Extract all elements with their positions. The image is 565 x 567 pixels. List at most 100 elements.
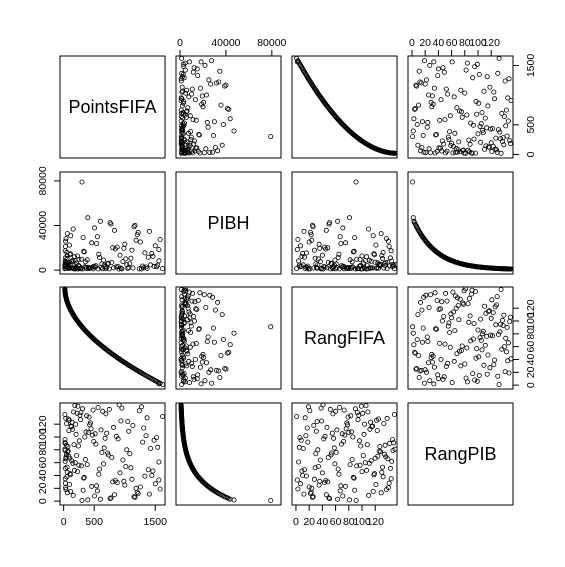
data-point <box>500 322 506 328</box>
data-point <box>112 478 118 484</box>
data-point <box>429 245 435 251</box>
data-point <box>503 123 509 129</box>
data-point <box>301 467 307 473</box>
data-point <box>319 418 325 424</box>
data-point <box>83 429 89 435</box>
data-point <box>507 314 513 320</box>
data-point <box>144 415 150 421</box>
panel-frame <box>291 402 398 506</box>
data-point <box>430 101 436 107</box>
data-point <box>355 417 361 423</box>
data-point <box>311 265 317 271</box>
data-point <box>414 365 420 371</box>
tick-label: 60 <box>37 457 49 469</box>
data-point <box>444 298 450 304</box>
data-point <box>180 428 186 434</box>
data-point <box>128 255 134 261</box>
data-point <box>379 469 385 475</box>
data-point <box>76 438 82 444</box>
data-point <box>389 437 395 443</box>
data-point <box>435 372 441 378</box>
data-point <box>62 411 68 417</box>
data-point <box>203 92 209 98</box>
data-point <box>354 463 360 469</box>
data-point <box>195 73 201 79</box>
data-point <box>215 490 221 496</box>
data-point <box>304 425 310 431</box>
data-point <box>295 236 301 242</box>
data-point <box>418 80 424 86</box>
tick-label: 0 <box>177 37 183 49</box>
data-point <box>445 323 451 329</box>
data-point <box>386 480 392 486</box>
data-point <box>307 408 313 414</box>
panel-PIBH-vs-RangFIFA <box>291 171 398 275</box>
tick-label: 40 <box>317 516 329 528</box>
data-point <box>128 465 134 471</box>
data-point <box>301 491 307 497</box>
data-point <box>312 465 318 471</box>
tick-label: 20 <box>419 37 431 49</box>
data-point <box>294 477 300 483</box>
data-point <box>387 440 393 446</box>
data-point <box>196 475 202 481</box>
data-point <box>416 68 422 74</box>
data-point <box>480 328 486 334</box>
data-point <box>62 437 68 443</box>
data-point <box>111 424 117 430</box>
data-point <box>446 320 452 326</box>
data-point <box>495 373 501 379</box>
data-point <box>92 493 98 499</box>
data-point <box>195 148 201 154</box>
data-point <box>329 430 335 436</box>
data-point <box>435 66 441 72</box>
data-point <box>441 374 447 380</box>
data-point <box>315 463 321 469</box>
data-point <box>458 363 464 369</box>
data-point <box>472 64 478 70</box>
data-point <box>497 129 503 135</box>
data-point <box>439 299 445 305</box>
data-point <box>316 241 322 247</box>
data-point <box>426 242 432 248</box>
panel-frame <box>291 286 398 390</box>
data-point <box>323 227 329 233</box>
data-point <box>478 337 484 343</box>
data-point <box>487 365 493 371</box>
data-point <box>197 85 203 91</box>
data-point <box>227 342 233 348</box>
data-point <box>467 313 473 319</box>
data-point <box>493 147 499 153</box>
panel-PointsFIFA-vs-RangFIFA <box>291 55 398 159</box>
data-point <box>101 445 107 451</box>
data-point <box>362 421 368 427</box>
data-point <box>503 107 509 113</box>
data-point <box>356 412 362 418</box>
data-point <box>118 418 124 424</box>
data-point <box>429 93 435 99</box>
data-point <box>452 293 458 299</box>
data-point <box>364 254 370 260</box>
data-point <box>447 344 453 350</box>
data-point <box>342 240 348 246</box>
data-point <box>388 248 394 254</box>
data-point <box>143 433 149 439</box>
data-point <box>181 437 187 443</box>
data-point <box>386 243 392 249</box>
data-point <box>302 415 308 421</box>
data-point <box>503 335 509 341</box>
data-point <box>494 294 500 300</box>
data-point <box>200 479 206 485</box>
data-point <box>491 357 497 363</box>
data-point <box>420 132 426 138</box>
data-point <box>374 428 380 434</box>
data-point <box>332 461 338 467</box>
data-point <box>341 407 347 413</box>
data-point <box>112 246 118 252</box>
data-point <box>137 484 143 490</box>
tick-label: 40000 <box>37 211 49 240</box>
data-point <box>472 263 478 269</box>
data-point <box>78 410 84 416</box>
data-point <box>111 265 117 271</box>
data-point <box>490 310 496 316</box>
